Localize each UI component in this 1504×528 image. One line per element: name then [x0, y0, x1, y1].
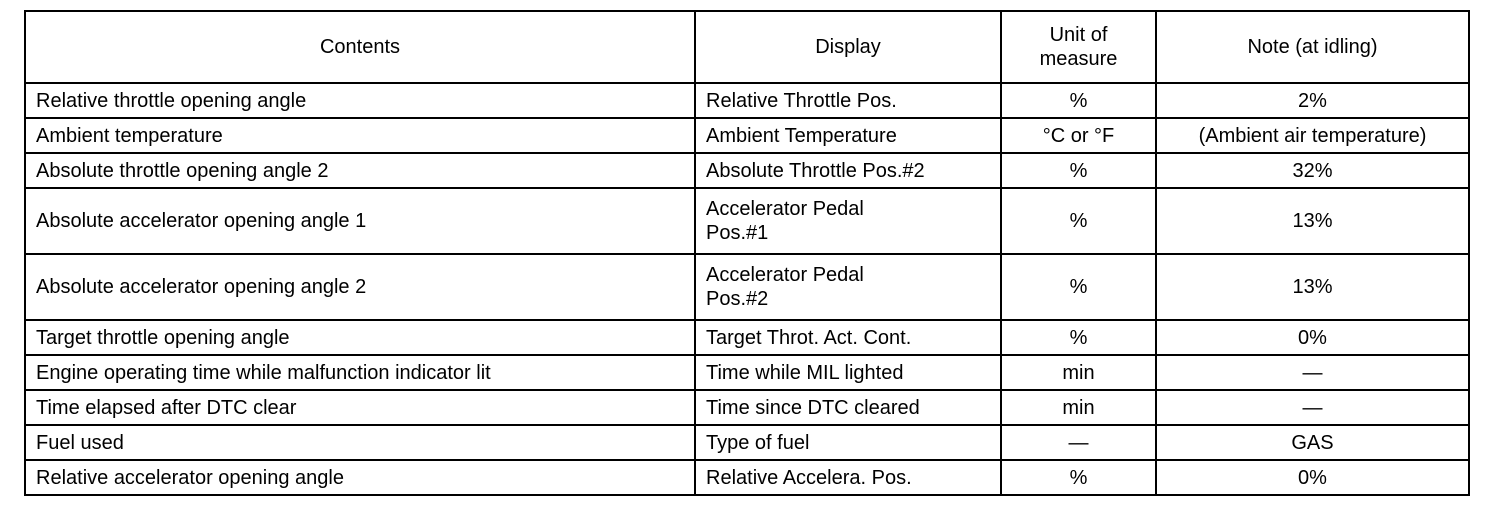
table-row: Relative throttle opening angle Relative …	[24, 82, 1470, 119]
cell-display: Accelerator Pedal Pos.#1	[694, 187, 1002, 255]
cell-unit: %	[1000, 253, 1157, 321]
cell-note: 2%	[1155, 82, 1470, 119]
cell-unit: %	[1000, 187, 1157, 255]
table-row: Fuel used Type of fuel — GAS	[24, 424, 1470, 461]
cell-contents: Relative throttle opening angle	[24, 82, 696, 119]
header-note: Note (at idling)	[1155, 10, 1470, 84]
cell-contents: Engine operating time while malfunction …	[24, 354, 696, 391]
table-row: Relative accelerator opening angle Relati…	[24, 459, 1470, 496]
cell-contents: Fuel used	[24, 424, 696, 461]
cell-contents: Relative accelerator opening angle	[24, 459, 696, 496]
cell-unit: %	[1000, 459, 1157, 496]
cell-display: Type of fuel	[694, 424, 1002, 461]
cell-display: Absolute Throttle Pos.#2	[694, 152, 1002, 189]
cell-contents: Time elapsed after DTC clear	[24, 389, 696, 426]
table-row: Engine operating time while malfunction …	[24, 354, 1470, 391]
table-row: Absolute throttle opening angle 2 Absolut…	[24, 152, 1470, 189]
cell-display: Time while MIL lighted	[694, 354, 1002, 391]
header-display: Display	[694, 10, 1002, 84]
header-unit: Unit of measure	[1000, 10, 1157, 84]
table-row: Absolute accelerator opening angle 2 Acce…	[24, 253, 1470, 321]
cell-note: —	[1155, 354, 1470, 391]
cell-contents: Target throttle opening angle	[24, 319, 696, 356]
header-unit-text: Unit of measure	[1039, 24, 1118, 70]
table-row: Absolute accelerator opening angle 1 Acce…	[24, 187, 1470, 255]
cell-unit: —	[1000, 424, 1157, 461]
cell-display: Accelerator Pedal Pos.#2	[694, 253, 1002, 321]
cell-unit: min	[1000, 389, 1157, 426]
cell-contents: Ambient temperature	[24, 117, 696, 154]
cell-note: —	[1155, 389, 1470, 426]
cell-display: Target Throt. Act. Cont.	[694, 319, 1002, 356]
cell-display: Time since DTC cleared	[694, 389, 1002, 426]
cell-note: 0%	[1155, 459, 1470, 496]
cell-note: 13%	[1155, 253, 1470, 321]
cell-note: (Ambient air temperature)	[1155, 117, 1470, 154]
cell-note: GAS	[1155, 424, 1470, 461]
cell-unit: %	[1000, 82, 1157, 119]
table-row: Time elapsed after DTC clear Time since D…	[24, 389, 1470, 426]
cell-display: Relative Accelera. Pos.	[694, 459, 1002, 496]
cell-note: 0%	[1155, 319, 1470, 356]
table-row: Target throttle opening angle Target Thro…	[24, 319, 1470, 356]
cell-note: 32%	[1155, 152, 1470, 189]
cell-unit: °C or °F	[1000, 117, 1157, 154]
cell-display: Relative Throttle Pos.	[694, 82, 1002, 119]
cell-note: 13%	[1155, 187, 1470, 255]
table-row: Ambient temperature Ambient Temperature °C…	[24, 117, 1470, 154]
header-row: Contents Display Unit of measure Note (a…	[24, 10, 1470, 84]
cell-unit: %	[1000, 152, 1157, 189]
cell-unit: %	[1000, 319, 1157, 356]
cell-unit: min	[1000, 354, 1157, 391]
cell-contents: Absolute accelerator opening angle 1	[24, 187, 696, 255]
header-contents: Contents	[24, 10, 696, 84]
cell-contents: Absolute accelerator opening angle 2	[24, 253, 696, 321]
parameter-table: Contents Display Unit of measure Note (a…	[24, 10, 1470, 496]
cell-contents: Absolute throttle opening angle 2	[24, 152, 696, 189]
cell-display: Ambient Temperature	[694, 117, 1002, 154]
